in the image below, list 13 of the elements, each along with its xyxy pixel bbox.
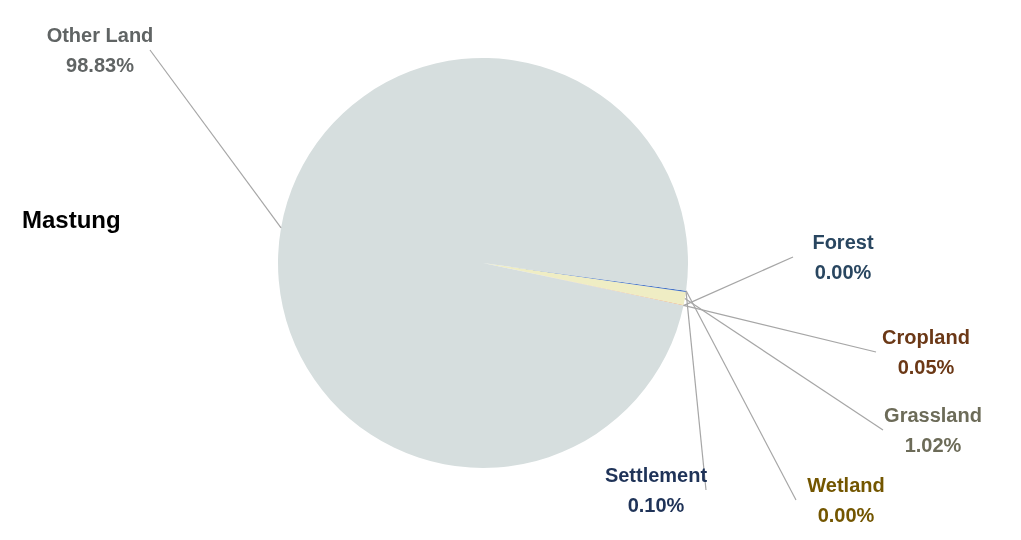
text: Mastung [22,206,121,234]
data-label: 98.83% [66,54,135,76]
text: 0.00% [817,504,875,526]
category-label: Wetland [807,474,885,496]
slice-label: Settlement [604,464,708,486]
slice-label: Other Land [46,24,154,46]
slice-label: Grassland [884,404,982,426]
data-label: 0.05% [897,356,955,378]
data-label: 1.02% [904,434,962,456]
category-label: Forest [812,231,874,253]
slice-label: Cropland [882,326,970,348]
text: 0.00% [814,261,872,283]
data-label: 0.10% [627,494,685,516]
